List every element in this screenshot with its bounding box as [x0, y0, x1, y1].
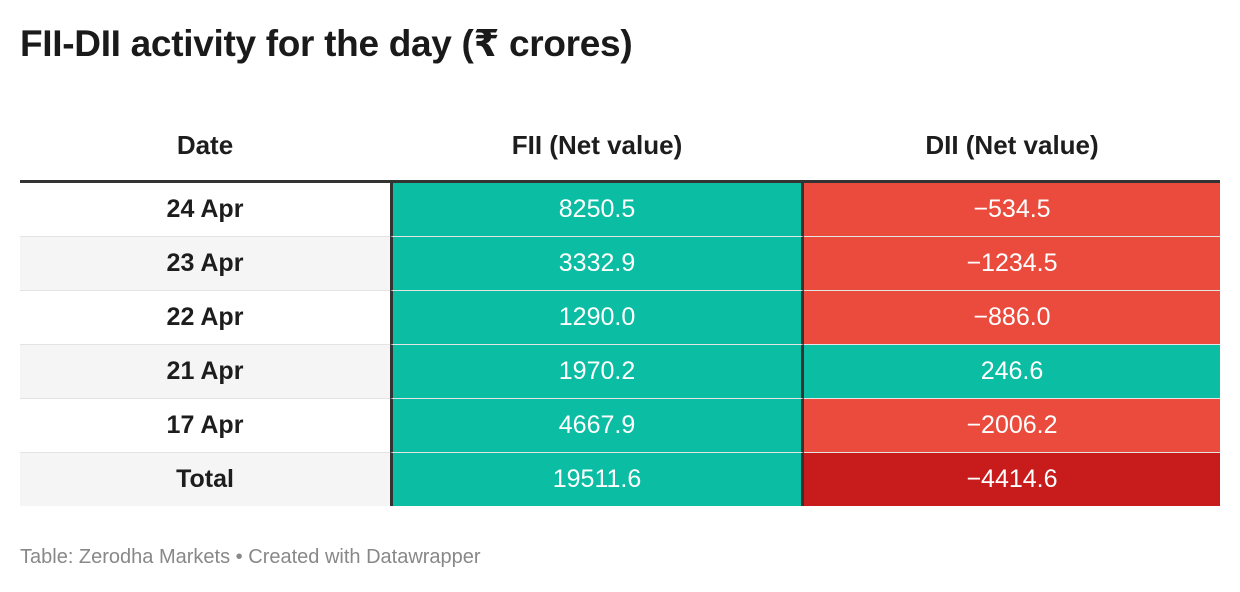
dii-total-cell: −4414.6 [804, 453, 1220, 506]
fii-value-cell: 1970.2 [390, 345, 804, 399]
fii-value-cell: 1290.0 [390, 291, 804, 345]
footer: Table: Zerodha Markets • Created with Da… [20, 546, 481, 569]
fii-dii-table: Date FII (Net value) DII (Net value) 24 … [20, 110, 1220, 506]
dii-value-cell: −534.5 [804, 183, 1220, 237]
dii-value-cell: −886.0 [804, 291, 1220, 345]
table-row: 22 Apr 1290.0 −886.0 [20, 291, 1220, 345]
total-row: Total 19511.6 −4414.6 [20, 453, 1220, 506]
dii-value-cell: 246.6 [804, 345, 1220, 399]
table-row: 23 Apr 3332.9 −1234.5 [20, 237, 1220, 291]
fii-value-cell: 4667.9 [390, 399, 804, 453]
date-cell: 22 Apr [20, 291, 390, 345]
header-fii[interactable]: FII (Net value) [390, 110, 804, 183]
separator-dot: • [235, 546, 243, 568]
dii-value-cell: −2006.2 [804, 399, 1220, 453]
header-dii[interactable]: DII (Net value) [804, 110, 1220, 183]
table-row: 21 Apr 1970.2 246.6 [20, 345, 1220, 399]
table-row: 17 Apr 4667.9 −2006.2 [20, 399, 1220, 453]
fii-value-cell: 3332.9 [390, 237, 804, 291]
date-cell: 23 Apr [20, 237, 390, 291]
table-body: 24 Apr 8250.5 −534.5 23 Apr 3332.9 −1234… [20, 183, 1220, 506]
date-cell: 24 Apr [20, 183, 390, 237]
total-label-cell: Total [20, 453, 390, 506]
header-date[interactable]: Date [20, 110, 390, 183]
chart-title: FII-DII activity for the day (₹ crores) [20, 23, 633, 64]
fii-total-cell: 19511.6 [390, 453, 804, 506]
table-row: 24 Apr 8250.5 −534.5 [20, 183, 1220, 237]
credit-link[interactable]: Created with Datawrapper [248, 546, 481, 568]
date-cell: 17 Apr [20, 399, 390, 453]
source-note: Table: Zerodha Markets [20, 546, 231, 568]
date-cell: 21 Apr [20, 345, 390, 399]
header-row: Date FII (Net value) DII (Net value) [20, 110, 1220, 183]
fii-value-cell: 8250.5 [390, 183, 804, 237]
dii-value-cell: −1234.5 [804, 237, 1220, 291]
